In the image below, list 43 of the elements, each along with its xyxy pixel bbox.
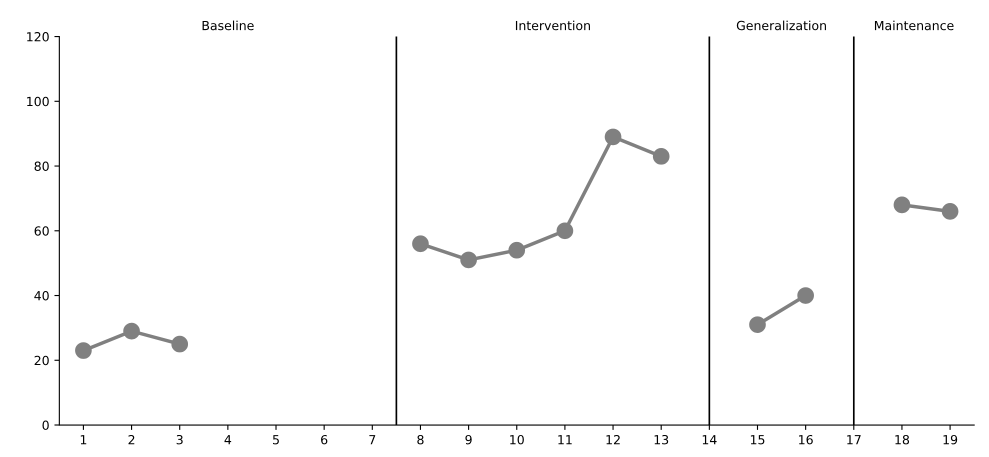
y-tick-label: 60 (34, 226, 49, 236)
x-tick-label: 3 (176, 434, 183, 444)
text: Generalization (736, 20, 826, 30)
text: Intervention (516, 20, 590, 30)
x-tick-label: 1 (80, 435, 86, 444)
point (460, 252, 477, 268)
y-tick-label: 0 (42, 420, 49, 430)
point (749, 316, 766, 333)
x-tick-label: 10 (510, 434, 524, 444)
x-tick-label: 9 (465, 434, 472, 444)
point (123, 322, 140, 340)
x-tick-label: 12 (606, 434, 620, 444)
x-tick-label: 13 (654, 434, 668, 444)
x-tick-label: 4 (224, 435, 232, 444)
x-tick-label: 19 (944, 434, 958, 444)
y-tick-label: 80 (34, 162, 49, 171)
point (942, 203, 958, 220)
x-tick-label: 2 (128, 434, 134, 444)
point (604, 128, 622, 146)
x-tick-label: 17 (847, 435, 861, 444)
y-tick-label: 120 (27, 32, 49, 42)
point (412, 235, 429, 252)
x-tick-label: 6 (321, 434, 328, 444)
x-tick-label: 11 (558, 435, 572, 444)
point (171, 336, 188, 352)
text: Baseline (202, 20, 254, 30)
y-tick-label: 100 (27, 96, 49, 106)
x-tick-label: 15 (750, 435, 764, 444)
x-tick-label: 8 (417, 434, 424, 444)
y-tick-label: 20 (34, 356, 49, 366)
text: Maintenance (874, 20, 954, 30)
x-tick-label: 14 (702, 435, 717, 444)
point (894, 196, 910, 214)
point (652, 148, 670, 165)
y-tick-label: 40 (34, 291, 49, 300)
point (75, 342, 92, 359)
point (556, 222, 574, 240)
x-tick-label: 18 (895, 434, 910, 444)
point (508, 242, 526, 259)
x-tick-label: 16 (799, 434, 813, 444)
x-tick-label: 7 (369, 435, 376, 444)
x-tick-label: 5 (272, 435, 279, 444)
point (797, 287, 814, 304)
